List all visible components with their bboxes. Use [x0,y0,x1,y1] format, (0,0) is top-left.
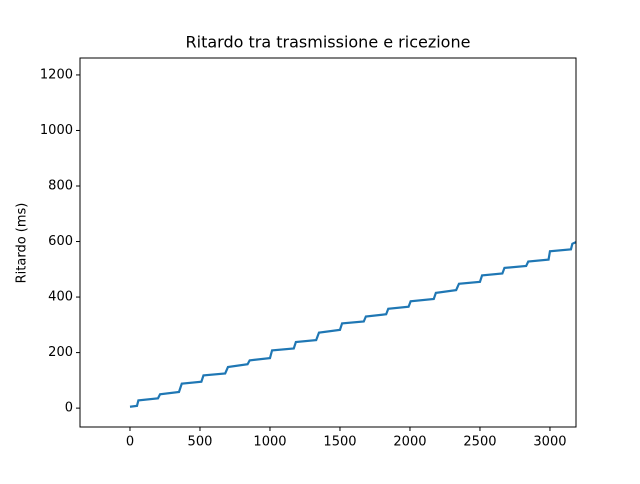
x-tick-label: 2500 [463,435,496,450]
x-tick-label: 500 [188,435,213,450]
x-tick-label: 1500 [323,435,356,450]
y-axis-label: Ritardo (ms) [15,203,30,284]
y-tick-label: 0 [65,401,73,416]
y-tick-label: 1000 [40,123,73,138]
x-tick-label: 0 [126,435,134,450]
plot-frame [79,57,577,428]
x-tick-label: 3000 [533,435,566,450]
y-tick-label: 600 [48,234,73,249]
data-line [129,241,577,408]
x-tick-label: 1000 [253,435,286,450]
y-tick-label: 200 [48,345,73,360]
y-tick-label: 1200 [40,67,73,82]
chart-title: Ritardo tra trasmissione e ricezione [186,33,471,52]
x-tick-label: 2000 [393,435,426,450]
y-tick-label: 800 [48,178,73,193]
y-tick-label: 400 [48,290,73,305]
